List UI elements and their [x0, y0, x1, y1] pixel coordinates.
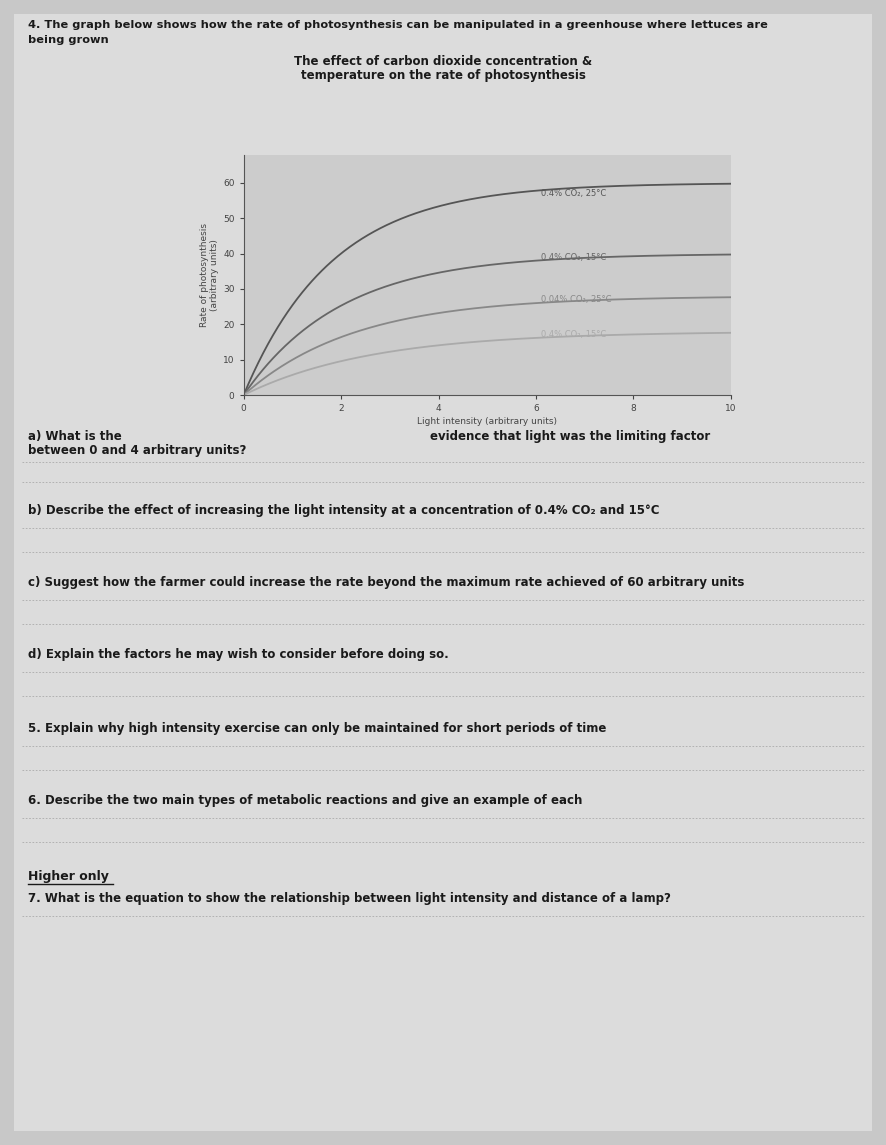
Text: b) Describe the effect of increasing the light intensity at a concentration of 0: b) Describe the effect of increasing the…: [28, 504, 659, 518]
Text: temperature on the rate of photosynthesis: temperature on the rate of photosynthesi…: [300, 69, 586, 82]
Text: 4. The graph below shows how the rate of photosynthesis can be manipulated in a : 4. The graph below shows how the rate of…: [28, 19, 768, 30]
Text: 6. Describe the two main types of metabolic reactions and give an example of eac: 6. Describe the two main types of metabo…: [28, 793, 582, 807]
Text: 0.4% CO₂, 15°C: 0.4% CO₂, 15°C: [540, 253, 606, 261]
Text: evidence that light was the limiting factor: evidence that light was the limiting fac…: [430, 431, 711, 443]
Text: 5. Explain why high intensity exercise can only be maintained for short periods : 5. Explain why high intensity exercise c…: [28, 722, 606, 735]
Text: 0.4% CO₂, 25°C: 0.4% CO₂, 25°C: [540, 189, 606, 198]
Text: between 0 and 4 arbitrary units?: between 0 and 4 arbitrary units?: [28, 444, 246, 457]
X-axis label: Light intensity (arbitrary units): Light intensity (arbitrary units): [417, 417, 557, 426]
Text: 0.04% CO₂, 25°C: 0.04% CO₂, 25°C: [540, 295, 611, 305]
Y-axis label: Rate of photosynthesis
(arbitrary units): Rate of photosynthesis (arbitrary units): [199, 223, 219, 326]
Text: a) What is the: a) What is the: [28, 431, 121, 443]
Text: 0.4% CO₂, 15°C: 0.4% CO₂, 15°C: [540, 331, 606, 339]
Text: d) Explain the factors he may wish to consider before doing so.: d) Explain the factors he may wish to co…: [28, 648, 448, 661]
Text: being grown: being grown: [28, 35, 109, 45]
Text: c) Suggest how the farmer could increase the rate beyond the maximum rate achiev: c) Suggest how the farmer could increase…: [28, 576, 744, 589]
Text: Higher only: Higher only: [28, 870, 109, 883]
Text: 7. What is the equation to show the relationship between light intensity and dis: 7. What is the equation to show the rela…: [28, 892, 671, 905]
FancyBboxPatch shape: [14, 14, 872, 1131]
Text: The effect of carbon dioxide concentration &: The effect of carbon dioxide concentrati…: [294, 55, 592, 68]
